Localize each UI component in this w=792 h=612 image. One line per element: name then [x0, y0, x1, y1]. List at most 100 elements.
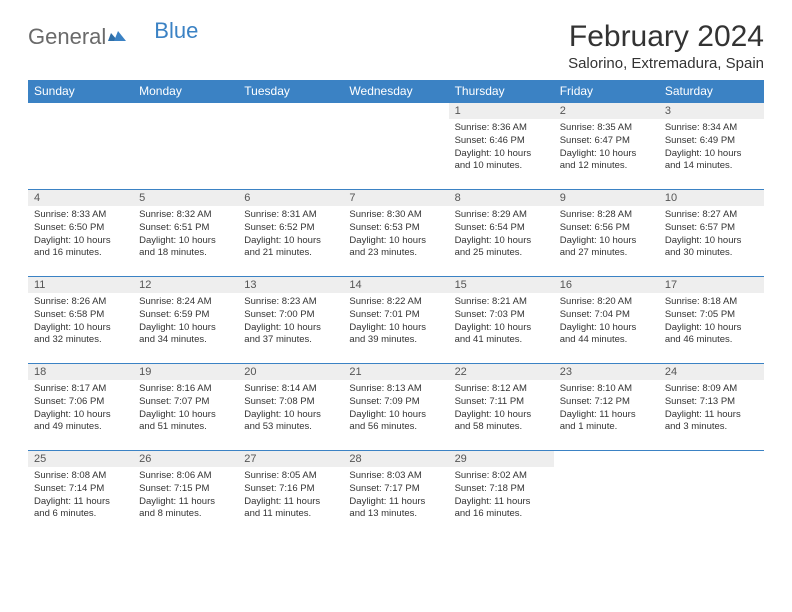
day-number: 11: [28, 277, 133, 293]
day-number: 24: [659, 364, 764, 380]
daylight-text: Daylight: 10 hours and 16 minutes.: [34, 235, 127, 261]
sunrise-text: Sunrise: 8:32 AM: [139, 209, 232, 222]
title-block: February 2024 Salorino, Extremadura, Spa…: [568, 20, 764, 72]
sunset-text: Sunset: 7:00 PM: [244, 309, 337, 322]
day-details: Sunrise: 8:05 AMSunset: 7:16 PMDaylight:…: [238, 467, 343, 524]
sunrise-text: Sunrise: 8:09 AM: [665, 383, 758, 396]
daylight-text: Daylight: 10 hours and 34 minutes.: [139, 322, 232, 348]
day-details: Sunrise: 8:29 AMSunset: 6:54 PMDaylight:…: [449, 206, 554, 263]
sunset-text: Sunset: 7:06 PM: [34, 396, 127, 409]
sunset-text: Sunset: 7:18 PM: [455, 483, 548, 496]
location-text: Salorino, Extremadura, Spain: [568, 55, 764, 72]
sunset-text: Sunset: 6:56 PM: [560, 222, 653, 235]
sunrise-text: Sunrise: 8:05 AM: [244, 470, 337, 483]
calendar-day-cell: 1Sunrise: 8:36 AMSunset: 6:46 PMDaylight…: [449, 103, 554, 190]
day-details: Sunrise: 8:17 AMSunset: 7:06 PMDaylight:…: [28, 380, 133, 437]
calendar-body: 1Sunrise: 8:36 AMSunset: 6:46 PMDaylight…: [28, 103, 764, 538]
sunset-text: Sunset: 6:58 PM: [34, 309, 127, 322]
calendar-day-cell: 9Sunrise: 8:28 AMSunset: 6:56 PMDaylight…: [554, 190, 659, 277]
day-number: 22: [449, 364, 554, 380]
day-header: Monday: [133, 80, 238, 103]
day-details: Sunrise: 8:27 AMSunset: 6:57 PMDaylight:…: [659, 206, 764, 263]
sunset-text: Sunset: 6:49 PM: [665, 135, 758, 148]
day-details: Sunrise: 8:03 AMSunset: 7:17 PMDaylight:…: [343, 467, 448, 524]
day-number: 26: [133, 451, 238, 467]
daylight-text: Daylight: 10 hours and 56 minutes.: [349, 409, 442, 435]
day-number: 5: [133, 190, 238, 206]
sunrise-text: Sunrise: 8:22 AM: [349, 296, 442, 309]
brand-part1: General: [28, 24, 106, 50]
sunrise-text: Sunrise: 8:17 AM: [34, 383, 127, 396]
daylight-text: Daylight: 10 hours and 46 minutes.: [665, 322, 758, 348]
sunrise-text: Sunrise: 8:16 AM: [139, 383, 232, 396]
sunrise-text: Sunrise: 8:18 AM: [665, 296, 758, 309]
daylight-text: Daylight: 10 hours and 18 minutes.: [139, 235, 232, 261]
calendar-week-row: 4Sunrise: 8:33 AMSunset: 6:50 PMDaylight…: [28, 190, 764, 277]
calendar-day-cell: 2Sunrise: 8:35 AMSunset: 6:47 PMDaylight…: [554, 103, 659, 190]
sunrise-text: Sunrise: 8:34 AM: [665, 122, 758, 135]
day-details: Sunrise: 8:31 AMSunset: 6:52 PMDaylight:…: [238, 206, 343, 263]
sunrise-text: Sunrise: 8:03 AM: [349, 470, 442, 483]
calendar-day-cell: 19Sunrise: 8:16 AMSunset: 7:07 PMDayligh…: [133, 364, 238, 451]
day-details: Sunrise: 8:30 AMSunset: 6:53 PMDaylight:…: [343, 206, 448, 263]
sunrise-text: Sunrise: 8:10 AM: [560, 383, 653, 396]
day-details: Sunrise: 8:33 AMSunset: 6:50 PMDaylight:…: [28, 206, 133, 263]
calendar-page: General Blue February 2024 Salorino, Ext…: [0, 0, 792, 557]
calendar-day-cell: 14Sunrise: 8:22 AMSunset: 7:01 PMDayligh…: [343, 277, 448, 364]
day-details: Sunrise: 8:20 AMSunset: 7:04 PMDaylight:…: [554, 293, 659, 350]
calendar-day-cell: 10Sunrise: 8:27 AMSunset: 6:57 PMDayligh…: [659, 190, 764, 277]
sunrise-text: Sunrise: 8:08 AM: [34, 470, 127, 483]
day-number: 4: [28, 190, 133, 206]
day-details: Sunrise: 8:34 AMSunset: 6:49 PMDaylight:…: [659, 119, 764, 176]
day-header: Wednesday: [343, 80, 448, 103]
day-number: 28: [343, 451, 448, 467]
day-details: Sunrise: 8:06 AMSunset: 7:15 PMDaylight:…: [133, 467, 238, 524]
header: General Blue February 2024 Salorino, Ext…: [28, 20, 764, 72]
sunrise-text: Sunrise: 8:26 AM: [34, 296, 127, 309]
sunrise-text: Sunrise: 8:24 AM: [139, 296, 232, 309]
day-number: 1: [449, 103, 554, 119]
sunrise-text: Sunrise: 8:13 AM: [349, 383, 442, 396]
calendar-day-cell: 11Sunrise: 8:26 AMSunset: 6:58 PMDayligh…: [28, 277, 133, 364]
brand-logo: General Blue: [28, 24, 198, 50]
day-header: Saturday: [659, 80, 764, 103]
sunrise-text: Sunrise: 8:02 AM: [455, 470, 548, 483]
sunrise-text: Sunrise: 8:33 AM: [34, 209, 127, 222]
day-number: 15: [449, 277, 554, 293]
day-header-row: Sunday Monday Tuesday Wednesday Thursday…: [28, 80, 764, 103]
daylight-text: Daylight: 10 hours and 23 minutes.: [349, 235, 442, 261]
calendar-day-cell: 4Sunrise: 8:33 AMSunset: 6:50 PMDaylight…: [28, 190, 133, 277]
calendar-day-cell: [28, 103, 133, 190]
sunset-text: Sunset: 6:59 PM: [139, 309, 232, 322]
daylight-text: Daylight: 10 hours and 39 minutes.: [349, 322, 442, 348]
sunset-text: Sunset: 7:13 PM: [665, 396, 758, 409]
day-details: Sunrise: 8:26 AMSunset: 6:58 PMDaylight:…: [28, 293, 133, 350]
calendar-day-cell: 23Sunrise: 8:10 AMSunset: 7:12 PMDayligh…: [554, 364, 659, 451]
sunset-text: Sunset: 6:46 PM: [455, 135, 548, 148]
day-header: Tuesday: [238, 80, 343, 103]
sunset-text: Sunset: 7:16 PM: [244, 483, 337, 496]
sunrise-text: Sunrise: 8:23 AM: [244, 296, 337, 309]
month-title: February 2024: [568, 20, 764, 53]
sunrise-text: Sunrise: 8:31 AM: [244, 209, 337, 222]
day-number: 20: [238, 364, 343, 380]
calendar-day-cell: 6Sunrise: 8:31 AMSunset: 6:52 PMDaylight…: [238, 190, 343, 277]
day-details: Sunrise: 8:12 AMSunset: 7:11 PMDaylight:…: [449, 380, 554, 437]
daylight-text: Daylight: 11 hours and 16 minutes.: [455, 496, 548, 522]
calendar-table: Sunday Monday Tuesday Wednesday Thursday…: [28, 80, 764, 537]
calendar-day-cell: [343, 103, 448, 190]
daylight-text: Daylight: 11 hours and 1 minute.: [560, 409, 653, 435]
sunset-text: Sunset: 6:53 PM: [349, 222, 442, 235]
daylight-text: Daylight: 10 hours and 12 minutes.: [560, 148, 653, 174]
day-details: Sunrise: 8:16 AMSunset: 7:07 PMDaylight:…: [133, 380, 238, 437]
day-number: 9: [554, 190, 659, 206]
sunrise-text: Sunrise: 8:20 AM: [560, 296, 653, 309]
sunset-text: Sunset: 7:09 PM: [349, 396, 442, 409]
day-number: 27: [238, 451, 343, 467]
sunset-text: Sunset: 6:47 PM: [560, 135, 653, 148]
day-details: Sunrise: 8:22 AMSunset: 7:01 PMDaylight:…: [343, 293, 448, 350]
sunrise-text: Sunrise: 8:12 AM: [455, 383, 548, 396]
calendar-day-cell: 22Sunrise: 8:12 AMSunset: 7:11 PMDayligh…: [449, 364, 554, 451]
day-number: 8: [449, 190, 554, 206]
daylight-text: Daylight: 11 hours and 13 minutes.: [349, 496, 442, 522]
